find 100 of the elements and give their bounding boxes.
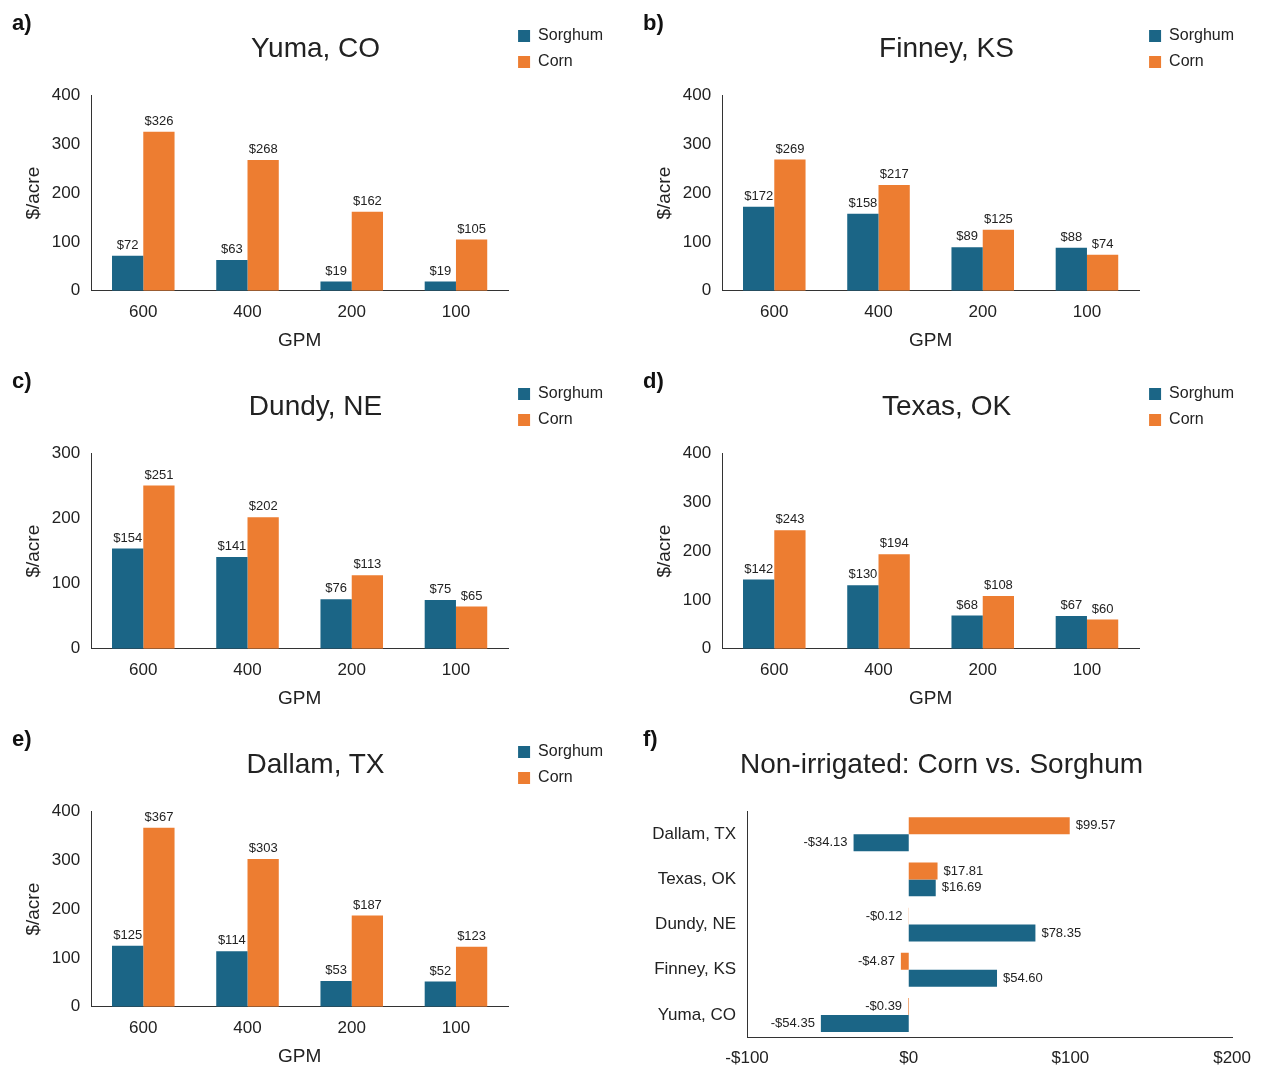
bar (847, 213, 879, 291)
legend-label: Corn (538, 768, 573, 786)
bar (247, 858, 279, 1007)
data-label: $19 (325, 262, 347, 278)
bar (455, 606, 488, 649)
data-label: -$0.12 (865, 907, 903, 923)
y-tick-label: 300 (51, 850, 81, 870)
bar (743, 579, 775, 649)
data-label: $60 (1091, 600, 1114, 616)
data-label: $125 (113, 926, 143, 942)
y-tick-label: 200 (682, 182, 712, 202)
y-tick-label: 100 (682, 589, 712, 609)
bar (743, 206, 775, 291)
data-label: $105 (457, 220, 487, 236)
bar (847, 585, 879, 649)
data-label: $303 (248, 840, 278, 856)
data-label: $125 (983, 210, 1013, 226)
legend-label: Corn (538, 52, 573, 70)
bar (900, 952, 909, 970)
data-label: -$0.39 (865, 998, 903, 1014)
x-tick-label: 100 (441, 659, 471, 679)
bar (351, 211, 383, 291)
data-label: $89 (956, 228, 978, 244)
y-tick-label: 200 (682, 540, 712, 560)
y-tick-label: 0 (70, 638, 81, 658)
x-tick-label: 200 (968, 659, 997, 679)
x-tick-label: -$100 (725, 1048, 769, 1068)
x-tick-label: 400 (233, 659, 262, 679)
bar (982, 596, 1014, 649)
chart-title: Dallam, TX (246, 747, 385, 779)
x-axis-title: GPM (908, 686, 953, 708)
data-label: $154 (113, 529, 143, 545)
data-label: $326 (144, 112, 174, 128)
bar (878, 554, 910, 649)
x-tick-label: 600 (129, 1017, 158, 1037)
y-axis-title: $/acre (21, 166, 43, 220)
chart-title: Texas, OK (881, 389, 1012, 421)
y-axis-title: $/acre (21, 524, 43, 578)
data-label: $194 (879, 535, 909, 551)
bar (908, 879, 936, 897)
data-label: $269 (775, 140, 805, 156)
chart-title: Non-irrigated: Corn vs. Sorghum (739, 747, 1144, 779)
data-label: $172 (744, 187, 774, 203)
chart-title: Yuma, CO (250, 31, 381, 63)
data-label: $243 (775, 511, 805, 527)
data-label: $141 (217, 538, 247, 554)
data-label: $162 (352, 192, 382, 208)
text: a) (12, 10, 32, 36)
chart-title: Finney, KS (879, 31, 1014, 63)
bar (351, 915, 383, 1007)
y-tick-label: 100 (51, 573, 81, 593)
bar (455, 946, 488, 1007)
data-label: $63 (221, 241, 243, 257)
y-tick-label: Dundy, NE (655, 914, 737, 934)
bar (878, 184, 910, 291)
y-tick-label: 300 (51, 134, 81, 154)
data-label: $17.81 (943, 862, 984, 878)
bar (908, 862, 938, 880)
text: f) (643, 726, 658, 752)
x-tick-label: 400 (864, 659, 893, 679)
x-tick-label: 100 (1072, 301, 1102, 321)
text: c) (12, 368, 32, 394)
data-label: $99.57 (1075, 817, 1116, 833)
bar (951, 247, 983, 291)
y-tick-label: 200 (51, 182, 81, 202)
x-tick-label: 400 (233, 301, 262, 321)
bar (424, 600, 456, 649)
bar (112, 548, 144, 649)
x-axis-title: GPM (908, 328, 953, 350)
x-tick-label: 200 (968, 301, 997, 321)
data-label: $130 (848, 566, 878, 582)
bar (820, 1015, 909, 1032)
x-tick-label: 400 (233, 1017, 262, 1037)
data-label: $53 (325, 962, 347, 978)
x-tick-label: 600 (129, 301, 158, 321)
data-label: -$34.13 (803, 834, 848, 850)
data-label: -$4.87 (858, 952, 895, 968)
y-tick-label: 400 (51, 801, 81, 821)
x-tick-label: 200 (337, 659, 366, 679)
data-label: $367 (144, 808, 174, 824)
x-axis-title: GPM (277, 686, 322, 708)
y-axis-title: $/acre (652, 524, 674, 578)
legend-label: Sorghum (538, 742, 603, 760)
data-label: $202 (248, 498, 278, 514)
x-tick-label: 100 (1072, 659, 1102, 679)
x-tick-label: 400 (864, 301, 893, 321)
text: e) (12, 726, 32, 752)
x-axis-title: GPM (277, 1044, 322, 1066)
x-tick-label: 200 (337, 1017, 366, 1037)
y-tick-label: Finney, KS (654, 959, 737, 979)
bar (908, 924, 1036, 942)
bar (774, 530, 806, 649)
y-axis-title: $/acre (21, 882, 43, 936)
legend-label: Sorghum (538, 26, 603, 44)
data-label: $19 (429, 262, 452, 278)
data-label: $217 (879, 165, 909, 181)
y-tick-label: 400 (51, 85, 81, 105)
legend-label: Corn (1169, 410, 1204, 428)
y-tick-label: 100 (51, 947, 81, 967)
x-tick-label: 600 (760, 659, 789, 679)
